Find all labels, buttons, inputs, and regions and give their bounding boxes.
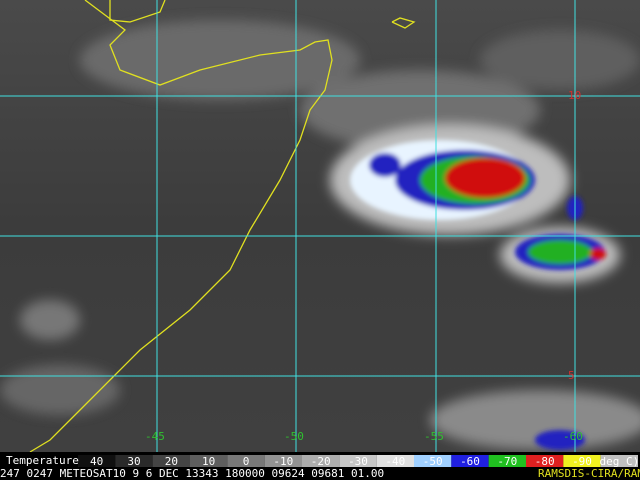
- colorbar: 40 30 20 10 0 -10 -20 -30 -40 -50 -60 -70 -80 -90 deg …: [78, 455, 639, 468]
- colorbar-swatch: [563, 455, 601, 467]
- colorbar-label: 20: [165, 455, 178, 468]
- coastline: [29, 0, 333, 453]
- colorbar-swatch: [600, 455, 638, 467]
- colorbar-label: -80: [535, 455, 555, 468]
- lon-label: -50: [284, 430, 304, 443]
- colorbar-swatch: [78, 455, 116, 467]
- colorbar-label: -50: [423, 455, 443, 468]
- colorbar-label: 10: [202, 455, 215, 468]
- colorbar-label: -30: [348, 455, 368, 468]
- colorbar-swatch: [526, 455, 564, 467]
- grid: [0, 0, 640, 452]
- colorbar-label: -60: [460, 455, 480, 468]
- colorbar-label: 40: [90, 455, 103, 468]
- footer-info: 247 0247 METEOSAT10 9 6 DEC 13343 180000…: [0, 467, 384, 480]
- coastline: [109, 0, 166, 23]
- colorbar-swatch: [488, 455, 526, 467]
- colorbar-swatch: [152, 455, 190, 467]
- colorbar-swatch: [227, 455, 265, 467]
- colorbar-swatch: [376, 455, 414, 467]
- colorbar-swatch: [115, 455, 153, 467]
- colorbar-title: Temperature: [6, 454, 79, 467]
- lon-label: -45: [145, 430, 165, 443]
- footer-credit: RAMSDIS-CIRA/RAMM: [538, 467, 640, 480]
- colorbar-swatch: [414, 455, 452, 467]
- colorbar-label: 0: [243, 455, 250, 468]
- colorbar-swatch: [339, 455, 377, 467]
- colorbar-swatch: [190, 455, 228, 467]
- colorbar-label: -20: [311, 455, 331, 468]
- colorbar-label: -90: [572, 455, 592, 468]
- lon-label: -55: [424, 430, 444, 443]
- lon-label: -60: [563, 430, 583, 443]
- lat-label: 5: [568, 369, 575, 382]
- lat-label: 10: [568, 89, 581, 102]
- colorbar-label: deg C): [599, 455, 639, 468]
- colorbar-label: -10: [273, 455, 293, 468]
- convection: [350, 140, 606, 450]
- colorbar-swatch: [302, 455, 340, 467]
- colorbar-label: -40: [385, 455, 405, 468]
- colorbar-label: 30: [127, 455, 140, 468]
- colorbar-swatch: [451, 455, 489, 467]
- colorbar-swatch: [264, 455, 302, 467]
- colorbar-label: -70: [497, 455, 517, 468]
- coastline: [391, 17, 416, 29]
